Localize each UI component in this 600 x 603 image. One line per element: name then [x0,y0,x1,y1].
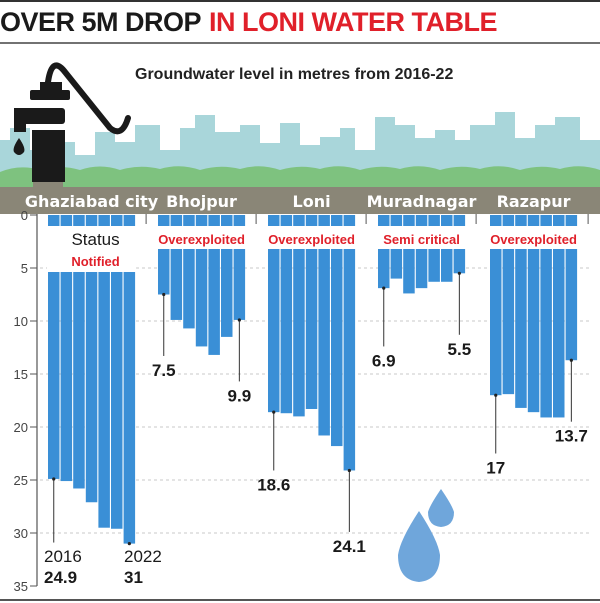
bar-group-muradnagar: Muradnagar Semi critical 6.9 5.5 [367,192,477,370]
bar-group-bhojpur: Bhojpur Overexploited 7.5 9.9 [152,192,257,405]
label-gap [47,226,137,272]
bar [280,215,293,414]
bar [98,215,110,528]
status-label: Notified [71,254,119,269]
district-label: Bhojpur [166,192,237,211]
district-label-band [0,187,600,214]
district-label: Muradnagar [367,192,477,211]
water-drop-icon [398,489,454,582]
bar [318,215,330,436]
y-tick-label: 5 [21,261,28,276]
status-label: Semi critical [383,232,460,247]
bar [221,215,233,337]
last-value-label: 9.9 [228,386,252,405]
bar [331,215,343,447]
leader-dot [382,286,386,290]
bar [378,215,390,289]
last-year-label: 2022 [124,547,162,566]
bar-group-razapur: Razapur Overexploited 17 13.7 [486,192,589,478]
first-value-label: 24.9 [44,568,77,587]
last-value-label: 5.5 [448,340,472,359]
label-gap [157,226,247,249]
bar [183,215,195,329]
status-label: Overexploited [268,232,355,247]
last-value-label: 24.1 [333,537,366,556]
last-value-label: 13.7 [555,427,588,446]
bar-group-loni: Loni Overexploited 18.6 24.1 [257,192,367,556]
district-label: Loni [293,192,331,211]
headline-red: IN LONI WATER TABLE [209,7,497,37]
headline: OVER 5M DROP IN LONI WATER TABLE [0,7,497,37]
leader-dot [127,542,131,546]
bar [195,215,208,347]
leader-dot [347,468,351,473]
district-label: Razapur [497,192,571,211]
leader-dot [52,477,56,481]
leader-dot [569,358,573,362]
bar [502,215,515,395]
skyline-illustration [0,112,600,188]
y-tick-label: 0 [21,208,28,223]
label-gap [377,226,467,249]
leader-dot [162,292,166,297]
last-value-label: 31 [124,568,143,587]
first-year-label: 2016 [44,547,82,566]
bar-group-ghaziabad-city: Ghaziabad city Status Notified 2016 2022 24.9… [25,192,162,587]
hand-pump-icon [13,62,131,190]
bar [208,215,220,355]
leader-dot [494,393,498,397]
first-value-label: 18.6 [257,475,290,494]
leader-dot [272,410,276,414]
bar [343,215,356,471]
status-label: Overexploited [158,232,245,247]
bar [73,215,85,489]
bar [268,215,280,413]
y-tick-label: 15 [14,367,28,382]
leader-dot [457,271,461,275]
bar [403,215,415,294]
bar [158,215,170,295]
headline-black: OVER 5M DROP [0,7,202,37]
district-label: Ghaziabad city [25,192,159,211]
status-heading: Status [71,230,119,249]
y-tick-label: 25 [14,473,28,488]
bar [565,215,578,361]
bar [540,215,552,418]
status-label: Overexploited [490,232,577,247]
bar [415,215,428,289]
y-tick-label: 10 [14,314,28,329]
bar [527,215,540,413]
first-value-label: 7.5 [152,361,176,380]
leader-dot [237,318,241,322]
first-value-label: 6.9 [372,351,396,370]
y-tick-label: 35 [14,579,28,594]
bar [515,215,527,408]
y-tick-label: 30 [14,526,28,541]
label-gap [489,226,579,249]
bar-groups: Ghaziabad city Status Notified 2016 2022 24.9… [25,192,589,587]
y-axis-ticks: 0 5 10 15 20 25 30 35 [14,208,37,594]
bar [170,215,183,320]
first-value-label: 17 [486,459,505,478]
bar [490,215,502,396]
bar [85,215,98,503]
bar [553,215,565,418]
bar [233,215,246,320]
chart-subtitle: Groundwater level in metres from 2016-22 [135,66,453,83]
bar [293,215,305,417]
label-gap [267,226,357,249]
bar [48,215,60,479]
bar [123,215,136,544]
y-tick-label: 20 [14,420,28,435]
bar [305,215,318,409]
bar [60,215,73,482]
bar [111,215,123,529]
